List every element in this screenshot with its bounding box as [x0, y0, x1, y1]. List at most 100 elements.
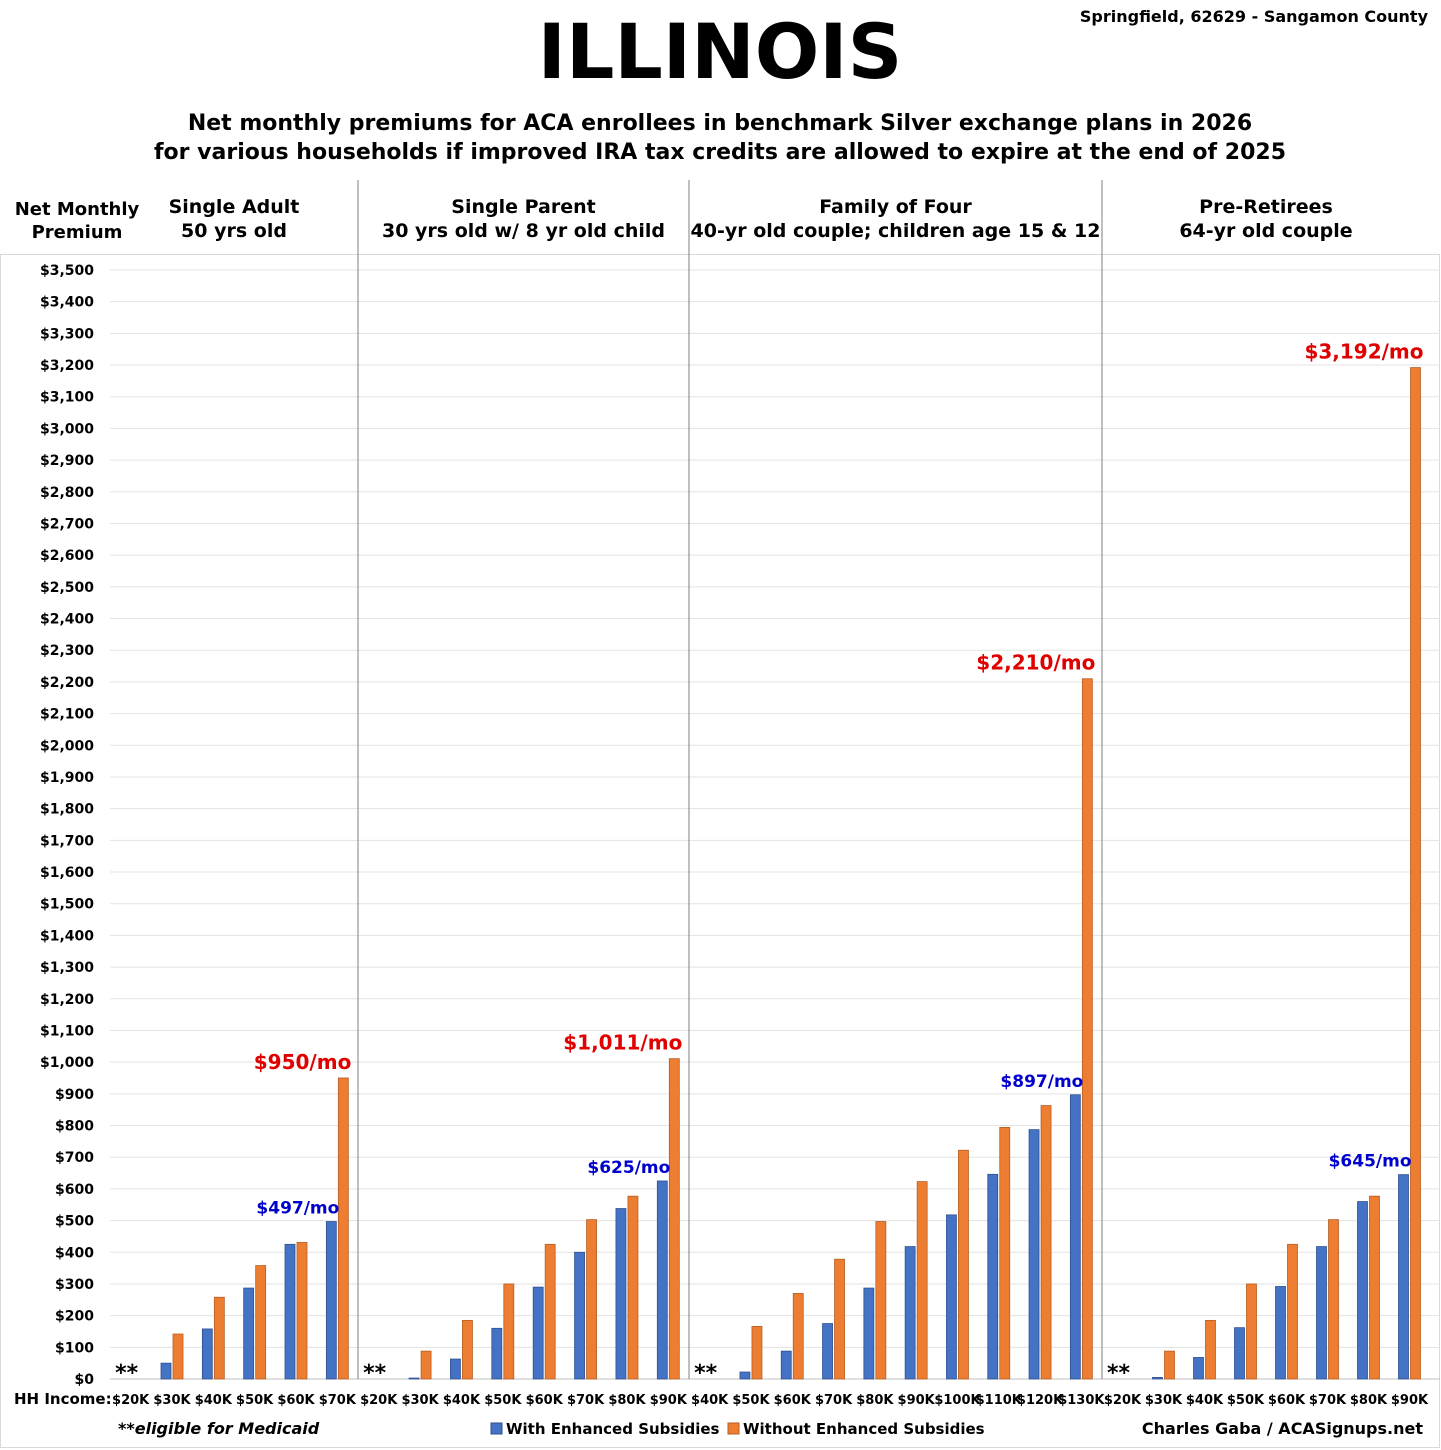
- y-tick-label: $3,400: [40, 295, 94, 311]
- data-label-without: $2,210/mo: [976, 651, 1095, 675]
- x-tick-label: $50K: [236, 1393, 274, 1408]
- y-tick-labels: $0 $100 $200 $300 $400 $500 $600 $700 $800 $900 $1…: [40, 263, 94, 1388]
- medicaid-marker: **: [694, 1361, 718, 1386]
- chart-subtitle-line2: for various households if improved IRA t…: [154, 140, 1286, 165]
- bar-without-subsidies: [1328, 1219, 1339, 1380]
- y-tick-label: $2,800: [40, 485, 94, 501]
- bar-with-subsidies: [946, 1214, 957, 1380]
- bar-with-subsidies: [325, 1221, 337, 1380]
- bar-with-subsidies: [450, 1358, 461, 1380]
- x-tick-label: $60K: [1268, 1393, 1306, 1408]
- bar-without-subsidies: [1040, 1105, 1052, 1380]
- x-tick-label: $90K: [898, 1393, 936, 1408]
- y-tick-label: $1,400: [40, 928, 94, 944]
- x-tick-label: $80K: [608, 1393, 646, 1408]
- bar-without-subsidies: [1164, 1350, 1175, 1380]
- data-label-without: $3,192/mo: [1304, 340, 1423, 364]
- x-tick-label: $100K: [934, 1393, 981, 1408]
- bar-with-subsidies: [1234, 1327, 1245, 1380]
- bar-with-subsidies: [491, 1327, 503, 1380]
- bar-with-subsidies: [822, 1323, 833, 1380]
- bar-without-subsidies: [213, 1296, 225, 1380]
- bar-with-subsidies: [1357, 1201, 1368, 1380]
- y-tick-label: $1,700: [40, 833, 94, 849]
- bar-with-subsidies: [1398, 1174, 1409, 1380]
- x-tick-label: $30K: [153, 1393, 191, 1408]
- y-tick-label: $2,700: [40, 516, 94, 532]
- data-label-without: $950/mo: [254, 1050, 352, 1074]
- y-tick-label: $3,000: [40, 421, 94, 437]
- x-tick-label: $40K: [1186, 1393, 1224, 1408]
- x-tick-label: $60K: [277, 1393, 315, 1408]
- y-tick-label: $2,000: [40, 738, 94, 754]
- bar-with-subsidies: [408, 1377, 420, 1380]
- x-tick-label: $20K: [360, 1393, 398, 1408]
- y-tick-label: $100: [55, 1340, 94, 1356]
- panel-subtitle: 64-yr old couple: [1179, 220, 1352, 242]
- bar-without-subsidies: [751, 1326, 763, 1380]
- data-label-with: $625/mo: [587, 1158, 670, 1178]
- bar-without-subsidies: [1081, 678, 1093, 1380]
- medicaid-marker: **: [1107, 1361, 1131, 1386]
- y-tick-label: $600: [55, 1182, 94, 1198]
- y-tick-label: $1,100: [40, 1023, 94, 1039]
- bar-without-subsidies: [420, 1350, 432, 1380]
- y-tick-label: $1,500: [40, 897, 94, 913]
- y-tick-label: $1,300: [40, 960, 94, 976]
- x-tick-label: $40K: [195, 1393, 233, 1408]
- bar-without-subsidies: [544, 1243, 556, 1380]
- bar-with-subsidies: [532, 1286, 544, 1380]
- footnote: **eligible for Medicaid: [118, 1419, 320, 1438]
- bar-without-subsidies: [172, 1333, 184, 1380]
- y-tick-label: $2,500: [40, 580, 94, 596]
- bar-with-subsidies: [1193, 1357, 1204, 1380]
- legend-swatch-without: [727, 1422, 740, 1435]
- bar-without-subsidies: [875, 1221, 887, 1380]
- x-tick-label: $50K: [484, 1393, 522, 1408]
- bar-without-subsidies: [668, 1058, 680, 1380]
- bar-with-subsidies: [987, 1173, 999, 1380]
- data-label-with: $897/mo: [1000, 1072, 1083, 1092]
- y-tick-label: $200: [55, 1309, 94, 1325]
- y-tick-label: $2,100: [40, 707, 94, 723]
- bar-with-subsidies: [1152, 1377, 1163, 1380]
- bar-without-subsidies: [586, 1219, 597, 1380]
- legend: With Enhanced Subsidies Without Enhanced…: [490, 1420, 985, 1438]
- bar-with-subsidies: [284, 1243, 296, 1380]
- bar-without-subsidies: [1410, 367, 1421, 1380]
- bar-without-subsidies: [627, 1195, 639, 1380]
- y-tick-label: $2,900: [40, 453, 94, 469]
- y-tick-label: $1,600: [40, 865, 94, 881]
- x-tick-label: $90K: [1391, 1393, 1429, 1408]
- data-label-without: $1,011/mo: [563, 1031, 682, 1055]
- medicaid-marker: **: [115, 1361, 139, 1386]
- x-tick-label: $80K: [1350, 1393, 1388, 1408]
- bar-with-subsidies: [243, 1287, 255, 1380]
- x-tick-label: $50K: [1227, 1393, 1265, 1408]
- x-tick-label: $90K: [650, 1393, 688, 1408]
- y-tick-label: $1,800: [40, 802, 94, 818]
- x-tick-label: $40K: [443, 1393, 481, 1408]
- x-tick-label: $40K: [691, 1393, 729, 1408]
- y-tick-label: $3,500: [40, 263, 94, 279]
- y-tick-label: $2,300: [40, 643, 94, 659]
- bar-without-subsidies: [1205, 1319, 1216, 1380]
- bar-without-subsidies: [462, 1319, 473, 1380]
- bar-with-subsidies: [160, 1362, 172, 1380]
- x-tick-label: $70K: [567, 1393, 605, 1408]
- bar-without-subsidies: [792, 1293, 804, 1380]
- panel-title: Single Parent: [451, 196, 595, 218]
- bar-with-subsidies: [1069, 1094, 1081, 1380]
- plot-frame: [0, 254, 1440, 1448]
- y-tick-label: $1,000: [40, 1055, 94, 1071]
- bar-with-subsidies: [780, 1350, 792, 1380]
- legend-label-with: With Enhanced Subsidies: [506, 1420, 720, 1438]
- chart-subtitle-line1: Net monthly premiums for ACA enrollees i…: [188, 111, 1252, 136]
- bar-with-subsidies: [615, 1208, 627, 1380]
- x-axis-label: HH Income:: [14, 1390, 112, 1408]
- y-tick-label: $900: [55, 1087, 94, 1103]
- bar-with-subsidies: [201, 1328, 213, 1380]
